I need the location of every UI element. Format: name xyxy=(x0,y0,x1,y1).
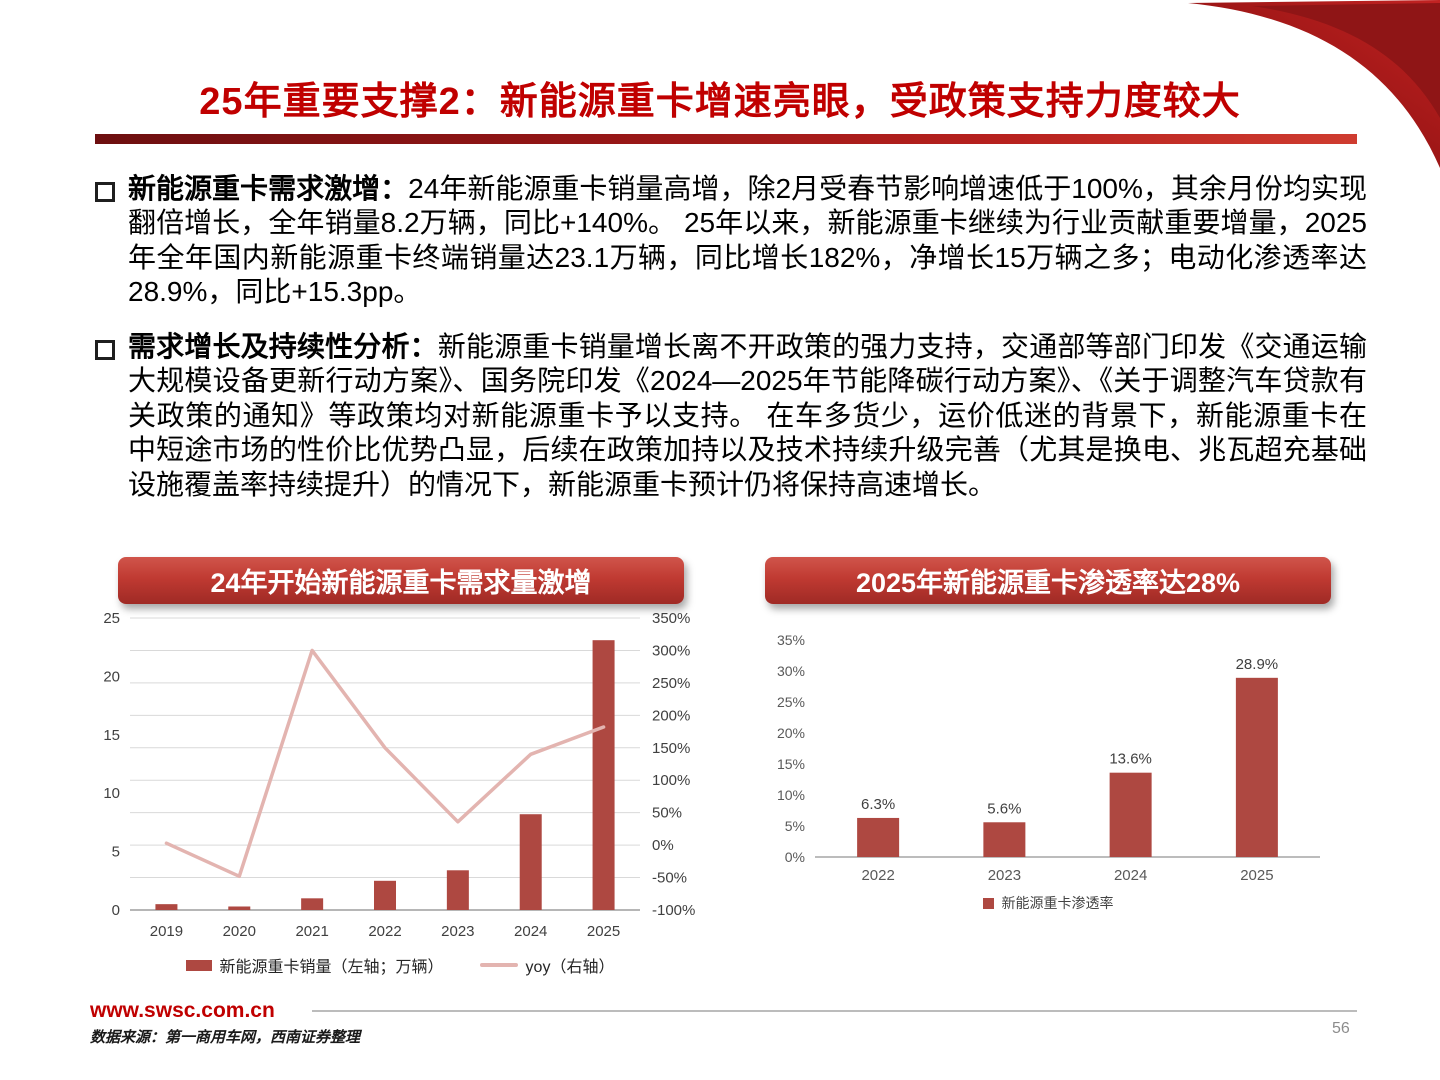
svg-text:150%: 150% xyxy=(652,740,690,757)
svg-text:2025: 2025 xyxy=(587,923,620,940)
penetration-bar-chart: 0% 5% 10% 15% 20% 25% 30% 35% 6.3% 2022 5.6% 2023 13… xyxy=(777,632,1320,884)
bullet-lead: 新能源重卡需求激增： xyxy=(128,173,409,204)
svg-text:100%: 100% xyxy=(652,772,690,789)
data-source-note: 数据来源：第一商用车网，西南证券整理 xyxy=(90,1030,361,1046)
svg-text:2019: 2019 xyxy=(150,923,183,940)
svg-text:5%: 5% xyxy=(785,818,805,834)
svg-text:2022: 2022 xyxy=(861,867,894,884)
chart2-title-banner: 2025年新能源重卡渗透率达28% xyxy=(765,557,1331,604)
svg-text:2023: 2023 xyxy=(441,923,474,940)
svg-text:300%: 300% xyxy=(652,642,690,659)
bullet-list: 新能源重卡需求激增：24年新能源重卡销量高增，除2月受春节影响增速低于100%，… xyxy=(95,172,1367,522)
svg-text:15%: 15% xyxy=(777,756,805,772)
sales-yoy-combo-chart: -100% -50% 0% 50% 100% 150% 200% 250% 300% 350% 0 5… xyxy=(103,610,695,940)
svg-text:200%: 200% xyxy=(652,707,690,724)
svg-text:5: 5 xyxy=(112,844,120,861)
square-bullet-icon xyxy=(95,339,115,360)
swoosh-band-inner xyxy=(1252,3,1440,118)
svg-text:10: 10 xyxy=(103,785,120,802)
svg-text:35%: 35% xyxy=(777,632,805,648)
svg-text:2024: 2024 xyxy=(1114,867,1147,884)
legend-label: 新能源重卡渗透率 xyxy=(1001,895,1114,911)
bar-swatch-icon xyxy=(185,959,212,971)
svg-text:2020: 2020 xyxy=(223,923,256,940)
svg-text:350%: 350% xyxy=(652,610,690,627)
svg-text:50%: 50% xyxy=(652,805,682,822)
page-title: 25年重要支撑2：新能源重卡增速亮眼，受政策支持力度较大 xyxy=(199,81,1241,123)
svg-text:20: 20 xyxy=(103,668,120,685)
svg-text:15: 15 xyxy=(103,727,120,744)
svg-text:28.9%: 28.9% xyxy=(1236,656,1279,673)
page-number: 56 xyxy=(1332,1020,1350,1037)
chart1-title-banner: 24年开始新能源重卡需求量激增 xyxy=(118,557,684,604)
bullet-item-policy-analysis: 需求增长及持续性分析：新能源重卡销量增长离不开政策的强力支持，交通部等部门印发《… xyxy=(95,330,1367,502)
svg-text:2022: 2022 xyxy=(368,923,401,940)
svg-text:-50%: -50% xyxy=(652,870,687,887)
svg-text:2021: 2021 xyxy=(295,923,328,940)
square-bullet-icon xyxy=(95,182,115,202)
bullet-text: 需求增长及持续性分析：新能源重卡销量增长离不开政策的强力支持，交通部等部门印发《… xyxy=(128,330,1367,502)
bullet-body: 24年新能源重卡销量高增，除2月受春节影响增速低于100%，其余月份均实现翻倍增… xyxy=(128,173,1367,308)
bullet-lead: 需求增长及持续性分析： xyxy=(128,330,438,362)
svg-text:6.3%: 6.3% xyxy=(861,796,895,813)
svg-text:25%: 25% xyxy=(777,694,805,710)
svg-text:5.6%: 5.6% xyxy=(987,800,1021,817)
svg-text:-100%: -100% xyxy=(652,902,695,919)
svg-text:0%: 0% xyxy=(652,837,674,854)
bullet-text: 新能源重卡需求激增：24年新能源重卡销量高增，除2月受春节影响增速低于100%，… xyxy=(128,172,1367,310)
svg-text:0%: 0% xyxy=(785,849,805,865)
svg-text:2024: 2024 xyxy=(514,923,547,940)
legend-label: yoy（右轴） xyxy=(525,959,615,976)
chart1-legend: 新能源重卡销量（左轴；万辆） yoy（右轴） xyxy=(95,953,705,977)
bullet-body: 新能源重卡销量增长离不开政策的强力支持，交通部等部门印发《交通运输大规模设备更新… xyxy=(128,330,1367,500)
chart2-legend: 新能源重卡渗透率 xyxy=(765,893,1331,913)
svg-text:2025: 2025 xyxy=(1240,867,1273,884)
legend-label: 新能源重卡销量（左轴；万辆） xyxy=(219,959,444,976)
corner-swoosh-decoration xyxy=(1188,0,1440,168)
svg-text:30%: 30% xyxy=(777,663,805,679)
svg-text:2023: 2023 xyxy=(988,867,1021,884)
square-swatch-icon xyxy=(982,897,994,909)
legend-item-penetration: 新能源重卡渗透率 xyxy=(982,893,1114,913)
legend-item-sales: 新能源重卡销量（左轴；万辆） xyxy=(185,953,444,977)
bullet-item-demand-surge: 新能源重卡需求激增：24年新能源重卡销量高增，除2月受春节影响增速低于100%，… xyxy=(95,172,1367,310)
svg-text:25: 25 xyxy=(103,610,120,627)
line-swatch-icon xyxy=(479,963,518,967)
footer-website: www.swsc.com.cn xyxy=(90,999,275,1022)
svg-text:250%: 250% xyxy=(652,675,690,692)
svg-text:20%: 20% xyxy=(777,725,805,741)
svg-text:13.6%: 13.6% xyxy=(1109,751,1152,768)
svg-text:10%: 10% xyxy=(777,787,805,803)
title-divider xyxy=(95,134,1357,144)
svg-text:0: 0 xyxy=(112,902,120,919)
footer-divider xyxy=(312,1010,1357,1012)
legend-item-yoy: yoy（右轴） xyxy=(479,953,615,977)
